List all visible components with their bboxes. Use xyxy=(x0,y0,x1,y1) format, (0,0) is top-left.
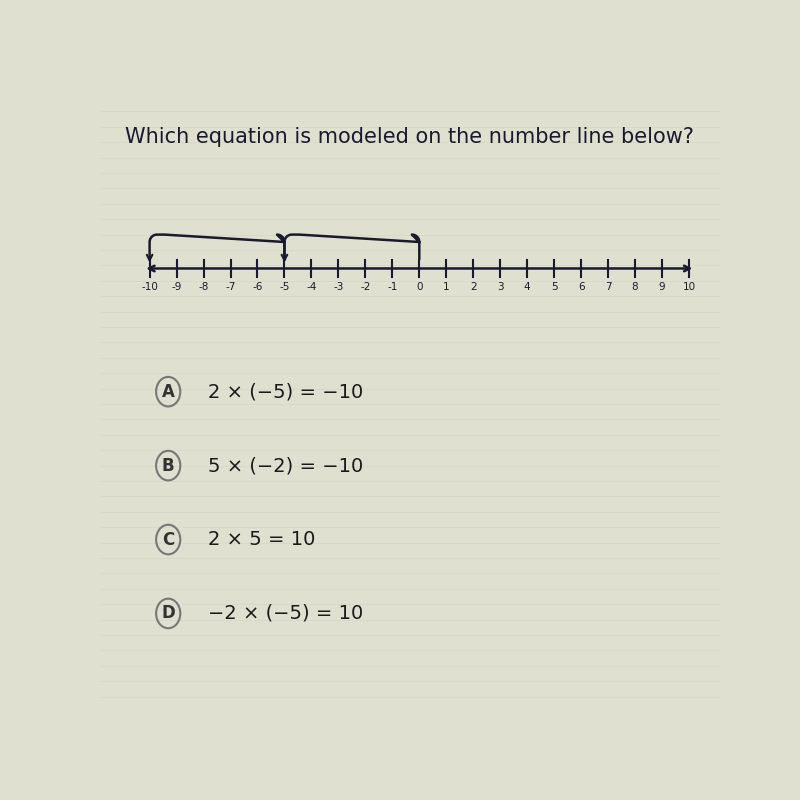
Text: -10: -10 xyxy=(141,282,158,292)
Text: 2 × 5 = 10: 2 × 5 = 10 xyxy=(209,530,316,549)
Text: -2: -2 xyxy=(360,282,370,292)
Text: 5: 5 xyxy=(551,282,558,292)
Text: 2 × (−5) = −10: 2 × (−5) = −10 xyxy=(209,382,364,401)
Text: 0: 0 xyxy=(416,282,422,292)
Text: Which equation is modeled on the number line below?: Which equation is modeled on the number … xyxy=(125,127,694,147)
Text: -9: -9 xyxy=(171,282,182,292)
Text: -6: -6 xyxy=(252,282,262,292)
Text: -3: -3 xyxy=(334,282,343,292)
Text: -1: -1 xyxy=(387,282,398,292)
Text: 4: 4 xyxy=(524,282,530,292)
Text: 2: 2 xyxy=(470,282,477,292)
Text: 3: 3 xyxy=(497,282,503,292)
Text: 9: 9 xyxy=(658,282,666,292)
Text: -4: -4 xyxy=(306,282,317,292)
Text: A: A xyxy=(162,382,174,401)
Text: −2 × (−5) = 10: −2 × (−5) = 10 xyxy=(209,604,364,623)
Text: 7: 7 xyxy=(605,282,611,292)
Text: 10: 10 xyxy=(682,282,695,292)
Text: -5: -5 xyxy=(279,282,290,292)
Text: B: B xyxy=(162,457,174,474)
Text: -8: -8 xyxy=(198,282,209,292)
Text: 1: 1 xyxy=(443,282,450,292)
Text: 5 × (−2) = −10: 5 × (−2) = −10 xyxy=(209,456,364,475)
Text: -7: -7 xyxy=(226,282,236,292)
Text: C: C xyxy=(162,530,174,549)
Text: D: D xyxy=(162,605,175,622)
Text: 8: 8 xyxy=(632,282,638,292)
Text: 6: 6 xyxy=(578,282,585,292)
